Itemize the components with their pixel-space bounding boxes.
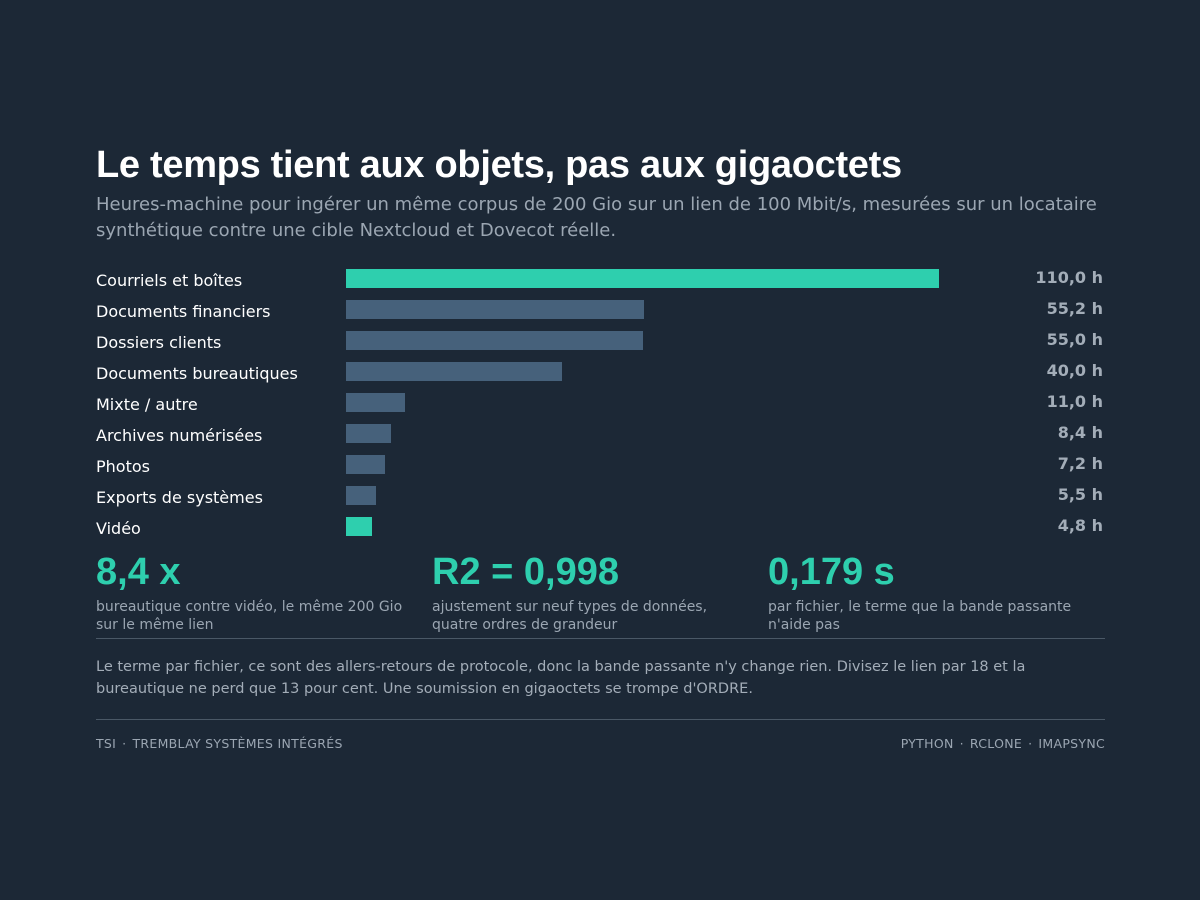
stat-per-file-value: 0,179 s	[768, 551, 895, 593]
bar-category-label: Documents bureautiques	[96, 364, 298, 383]
stat-per-file: 0,179 s par fichier, le terme que la ban…	[768, 550, 1088, 634]
bar-value-label: 110,0 h	[1035, 268, 1103, 287]
bar-category-label: Vidéo	[96, 519, 141, 538]
bar-value-label: 5,5 h	[1057, 485, 1103, 504]
bar-category-label: Dossiers clients	[96, 333, 222, 352]
bar-row: Archives numérisées 8,4 h	[96, 421, 1105, 452]
stat-ratio: 8,4 x bureautique contre vidéo, le même …	[96, 550, 416, 634]
footer-separator: ·	[959, 736, 964, 751]
bar	[346, 455, 385, 474]
bar-row: Dossiers clients 55,0 h	[96, 328, 1105, 359]
bar	[346, 486, 376, 505]
footer-tools: PYTHON · RCLONE · IMAPSYNC	[901, 736, 1105, 751]
footer-brand-short: TSI	[96, 736, 117, 751]
stat-ratio-desc: bureautique contre vidéo, le même 200 Gi…	[96, 599, 403, 633]
bar	[346, 393, 405, 412]
bar-row: Documents bureautiques 40,0 h	[96, 359, 1105, 390]
footer-tool-imapsync: IMAPSYNC	[1038, 736, 1105, 751]
stat-fit-value: R2 = 0,998	[432, 551, 619, 593]
bar-row: Exports de systèmes 5,5 h	[96, 483, 1105, 514]
footer-brand: TSI · TREMBLAY SYSTÈMES INTÉGRÉS	[96, 736, 343, 751]
divider-bottom	[96, 719, 1105, 720]
bar-value-label: 55,2 h	[1046, 299, 1103, 318]
bar-value-label: 55,0 h	[1046, 330, 1103, 349]
bar	[346, 362, 562, 381]
stat-per-file-desc: par fichier, le terme que la bande passa…	[768, 599, 1072, 633]
bar	[346, 424, 391, 443]
bar	[346, 300, 644, 319]
bar-value-label: 7,2 h	[1057, 454, 1103, 473]
bar-value-label: 40,0 h	[1046, 361, 1103, 380]
bar-value-label: 4,8 h	[1057, 516, 1103, 535]
footer-tool-python: PYTHON	[900, 736, 954, 751]
chart-card: Le temps tient aux objets, pas aux gigao…	[96, 140, 1105, 756]
stat-fit: R2 = 0,998 ajustement sur neuf types de …	[432, 550, 752, 634]
footer-separator: ·	[1028, 736, 1033, 751]
bar-category-label: Documents financiers	[96, 302, 271, 321]
footer-brand-full: TREMBLAY SYSTÈMES INTÉGRÉS	[132, 736, 343, 751]
bar-row: Photos 7,2 h	[96, 452, 1105, 483]
stat-ratio-value: 8,4 x	[96, 551, 181, 593]
bar-row: Mixte / autre 11,0 h	[96, 390, 1105, 421]
divider-top	[96, 638, 1105, 639]
bar	[346, 331, 643, 350]
footer: TSI · TREMBLAY SYSTÈMES INTÉGRÉS PYTHON · RC…	[96, 736, 1105, 756]
chart-title: Le temps tient aux objets, pas aux gigao…	[96, 144, 902, 186]
footer-tool-rclone: RCLONE	[969, 736, 1023, 751]
stats-row: 8,4 x bureautique contre vidéo, le même …	[96, 550, 1105, 638]
bar-row: Documents financiers 55,2 h	[96, 297, 1105, 328]
bar-category-label: Archives numérisées	[96, 426, 263, 445]
bar	[346, 517, 372, 536]
bar	[346, 269, 939, 288]
bar-value-label: 8,4 h	[1057, 423, 1103, 442]
bar-category-label: Courriels et boîtes	[96, 271, 243, 290]
bar-category-label: Mixte / autre	[96, 395, 198, 414]
stat-fit-desc: ajustement sur neuf types de données, qu…	[432, 599, 708, 633]
bar-row: Courriels et boîtes 110,0 h	[96, 266, 1105, 297]
bar-category-label: Exports de systèmes	[96, 488, 263, 507]
bar-row: Vidéo 4,8 h	[96, 514, 1105, 545]
chart-subtitle: Heures-machine pour ingérer un même corp…	[96, 194, 1097, 241]
bar-chart: Courriels et boîtes 110,0 h Documents fina…	[96, 266, 1105, 548]
footer-separator: ·	[122, 736, 127, 751]
bar-value-label: 11,0 h	[1046, 392, 1103, 411]
footnote: Le terme par fichier, ce sont des allers…	[96, 659, 1026, 697]
bar-category-label: Photos	[96, 457, 150, 476]
